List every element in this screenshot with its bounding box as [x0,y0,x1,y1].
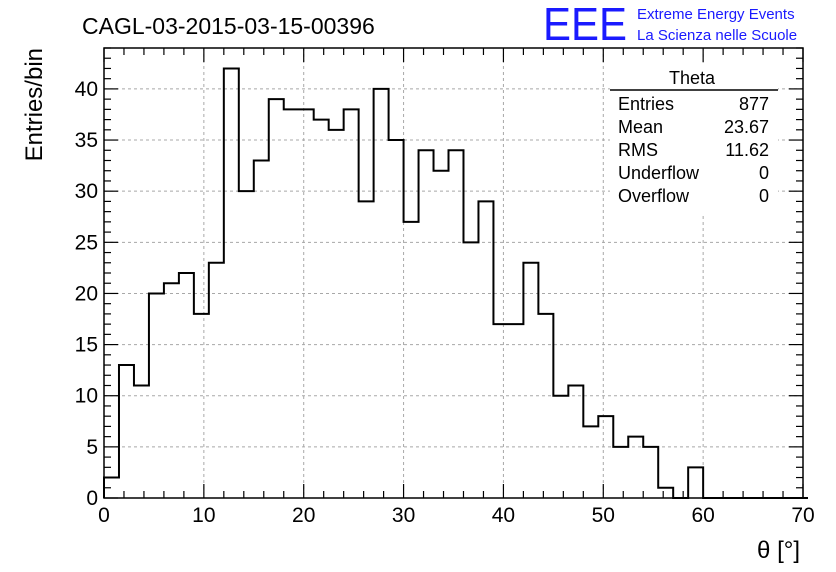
histogram-bin [284,109,299,498]
histogram-bin [239,191,254,498]
stats-label-mean: Mean [618,117,663,137]
histogram-bin [269,99,284,498]
y-axis-label: Entries/bin [21,48,48,161]
histogram-bin [583,426,598,498]
histogram-bin [119,365,134,498]
histogram-bin [329,130,344,498]
histogram-bin [434,171,449,498]
y-tick-label: 5 [86,436,98,459]
histogram-bin [643,447,658,498]
y-tick-label: 0 [86,487,98,510]
logo-line2: La Scienza nelle Scuole [637,27,797,44]
histogram-bin [344,109,359,498]
histogram-bin [209,263,224,498]
logo-mark: EEE [543,0,627,50]
y-tick-label: 15 [75,334,98,357]
histogram-bin [404,222,419,498]
stats-value-entries: 877 [739,94,769,114]
y-tick-label: 30 [75,180,98,203]
histogram-bin [314,120,329,498]
y-tick-label: 40 [75,78,98,101]
stats-label-rms: RMS [618,140,658,160]
stats-box: Theta Entries 877 Mean 23.67 RMS 11.62 U… [610,64,778,214]
stats-title: Theta [669,68,716,88]
stats-label-overflow: Overflow [618,186,690,206]
histogram-bin [449,150,464,498]
histogram-bin [224,68,239,498]
histogram-bin [149,293,164,498]
histogram-bin [134,386,149,499]
histogram-bin [389,140,404,498]
histogram-bin [478,201,493,498]
x-tick-label: 60 [691,504,714,527]
stats-value-rms: 11.62 [725,140,769,160]
stats-label-entries: Entries [618,94,674,114]
histogram-bin [299,109,314,498]
stats-value-mean: 23.67 [724,117,769,137]
histogram-bin [538,314,553,498]
histogram-bin [419,150,434,498]
x-tick-label: 30 [392,504,415,527]
stats-label-underflow: Underflow [618,163,700,183]
histogram-bin [613,447,628,498]
histogram-bin [628,437,643,498]
stats-value-underflow: 0 [759,163,769,183]
eee-logo: EEE Extreme Energy Events La Scienza nel… [543,0,797,50]
x-tick-label: 10 [192,504,215,527]
histogram-bin [359,201,374,498]
histogram-bin [254,161,269,499]
histogram-bin [463,242,478,498]
histogram-bin [523,263,538,498]
histogram [103,67,808,499]
histogram-bin [493,324,508,498]
x-tick-label: 20 [292,504,315,527]
y-tick-label: 20 [75,282,98,305]
histogram-bin [508,324,523,498]
histogram-bin [568,386,583,499]
histogram-bin [658,488,673,498]
stats-value-overflow: 0 [759,186,769,206]
y-tick-label: 35 [75,129,98,152]
histogram-outline [103,67,808,499]
y-tick-label: 25 [75,231,98,254]
x-axis-label: θ [°] [757,537,800,564]
chart-title: CAGL-03-2015-03-15-00396 [82,13,375,39]
histogram-bin [598,416,613,498]
x-tick-label: 0 [98,504,110,527]
histogram-bin [688,467,703,498]
histogram-bin [179,273,194,498]
x-tick-label: 40 [492,504,515,527]
x-tick-label: 50 [592,504,615,527]
x-tick-label: 70 [791,504,814,527]
logo-line1: Extreme Energy Events [637,6,795,23]
histogram-bin [194,314,209,498]
axes: 0 10 20 30 40 50 60 70 0 5 10 15 20 25 30 35 40 [75,47,815,527]
y-tick-label: 10 [75,385,98,408]
histogram-bin [164,283,179,498]
